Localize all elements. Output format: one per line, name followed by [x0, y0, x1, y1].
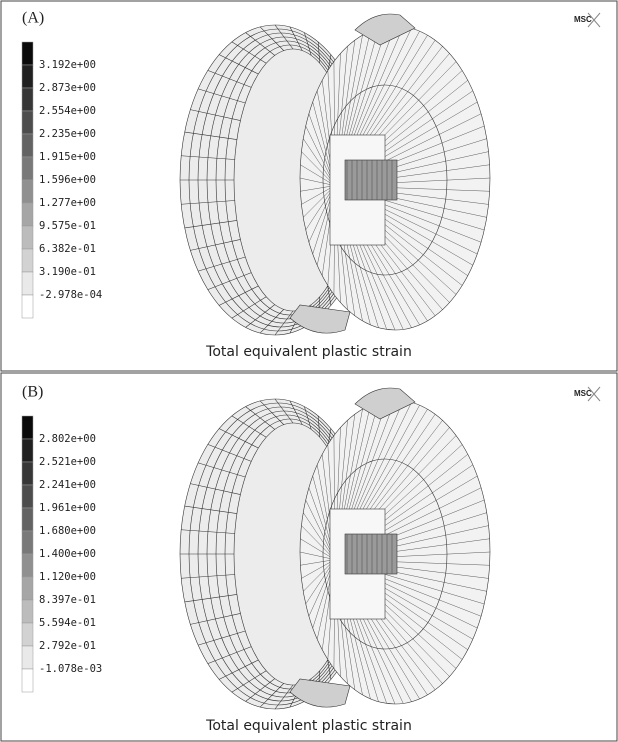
legend-value: 9.575e-01 [39, 220, 96, 232]
figure: (A) MSC 3.192e+00 2.873e+00 2.554e+00 2.235e+… [0, 0, 618, 742]
panel-label: (A) [22, 10, 44, 27]
legend-value: 1.120e+00 [39, 571, 96, 583]
colorbar-band [22, 111, 33, 134]
colorbar-band [22, 272, 33, 295]
colorbar-band [22, 554, 33, 577]
legend-value: 5.594e-01 [39, 617, 96, 629]
colorbar-band [22, 485, 33, 508]
colorbar-band [22, 180, 33, 203]
colorbar-band [22, 249, 33, 272]
colorbar-band [22, 439, 33, 462]
colorbar-band [22, 203, 33, 226]
legend-value: 3.192e+00 [39, 59, 96, 71]
legend-value: 2.554e+00 [39, 105, 96, 117]
colorbar-band [22, 65, 33, 88]
legend-value: 1.596e+00 [39, 174, 96, 186]
colorbar-band [22, 577, 33, 600]
legend-value: 2.792e-01 [39, 640, 96, 652]
legend-value: 1.680e+00 [39, 525, 96, 537]
legend-value: 6.382e-01 [39, 243, 96, 255]
colorbar-band [22, 462, 33, 485]
colorbar-band [22, 295, 33, 318]
colorbar-band [22, 416, 33, 439]
legend-value: 2.802e+00 [39, 433, 96, 445]
colorbar-band [22, 508, 33, 531]
legend-value: -2.978e-04 [39, 289, 102, 301]
panel: (A) MSC 3.192e+00 2.873e+00 2.554e+00 2.235e+… [22, 10, 600, 360]
legend-value: 1.400e+00 [39, 548, 96, 560]
legend-value: 3.190e-01 [39, 266, 96, 278]
colorbar-band [22, 42, 33, 65]
colorbar-band [22, 531, 33, 554]
legend-value: 2.873e+00 [39, 82, 96, 94]
legend-value: 8.397e-01 [39, 594, 96, 606]
legend-value: 2.241e+00 [39, 479, 96, 491]
caption: Total equivalent plastic strain [205, 344, 412, 360]
hub [345, 160, 397, 200]
hub [345, 534, 397, 574]
logo: MSC [574, 15, 592, 24]
colorbar-band [22, 646, 33, 669]
colorbar-band [22, 600, 33, 623]
colorbar-band [22, 88, 33, 111]
caption: Total equivalent plastic strain [205, 718, 412, 734]
colorbar-band [22, 623, 33, 646]
legend-value: 2.235e+00 [39, 128, 96, 140]
legend-value: 1.277e+00 [39, 197, 96, 209]
legend-value: 1.915e+00 [39, 151, 96, 163]
legend-value: 1.961e+00 [39, 502, 96, 514]
panel-label: (B) [22, 384, 43, 401]
colorbar-band [22, 134, 33, 157]
mesh [180, 388, 490, 709]
colorbar-band [22, 226, 33, 249]
mesh [180, 14, 490, 335]
logo: MSC [574, 389, 592, 398]
panel: (B) MSC 2.802e+00 2.521e+00 2.241e+00 1.961e+… [22, 384, 600, 734]
legend-value: -1.078e-03 [39, 663, 102, 675]
legend-value: 2.521e+00 [39, 456, 96, 468]
colorbar-band [22, 157, 33, 180]
colorbar-band [22, 669, 33, 692]
